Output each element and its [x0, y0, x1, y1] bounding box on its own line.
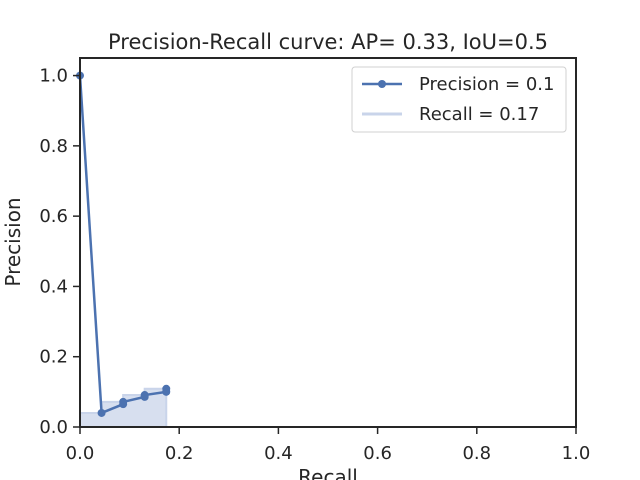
legend-label-recall: Recall = 0.17 [419, 104, 539, 125]
legend-box [351, 66, 567, 133]
y-axis-ticks: 0.0 0.2 0.4 0.6 0.8 1.0 [39, 66, 80, 438]
y-tick-label: 0.4 [39, 276, 68, 297]
precision-point [140, 391, 149, 400]
y-tick-label: 0.6 [39, 206, 68, 227]
legend-marker-precision [378, 80, 386, 88]
x-tick-label: 0.4 [264, 443, 293, 464]
x-tick-label: 0.0 [66, 443, 95, 464]
x-tick-label: 1.0 [562, 443, 591, 464]
y-tick-label: 0.8 [39, 136, 68, 157]
x-axis-ticks: 0.0 0.2 0.4 0.6 0.8 1.0 [66, 427, 591, 464]
y-axis-label: Precision [1, 197, 25, 286]
y-tick-label: 0.2 [39, 347, 68, 368]
x-tick-label: 0.6 [363, 443, 392, 464]
chart-title: Precision-Recall curve: AP= 0.33, IoU=0.… [108, 30, 548, 54]
precision-point [119, 397, 128, 406]
axes-frame [79, 57, 577, 428]
precision-point [162, 384, 171, 393]
legend-label-precision: Precision = 0.1 [419, 74, 554, 95]
precision-line [78, 75, 168, 415]
precision-point [97, 408, 106, 417]
x-tick-label: 0.8 [462, 443, 491, 464]
x-tick-label: 0.2 [165, 443, 194, 464]
plot-area [76, 71, 171, 428]
y-tick-label: 0.0 [39, 417, 68, 438]
y-tick-label: 1.0 [39, 66, 68, 87]
x-axis-label: Recall [298, 465, 358, 480]
legend: Precision = 0.1 Recall = 0.17 [351, 66, 567, 133]
